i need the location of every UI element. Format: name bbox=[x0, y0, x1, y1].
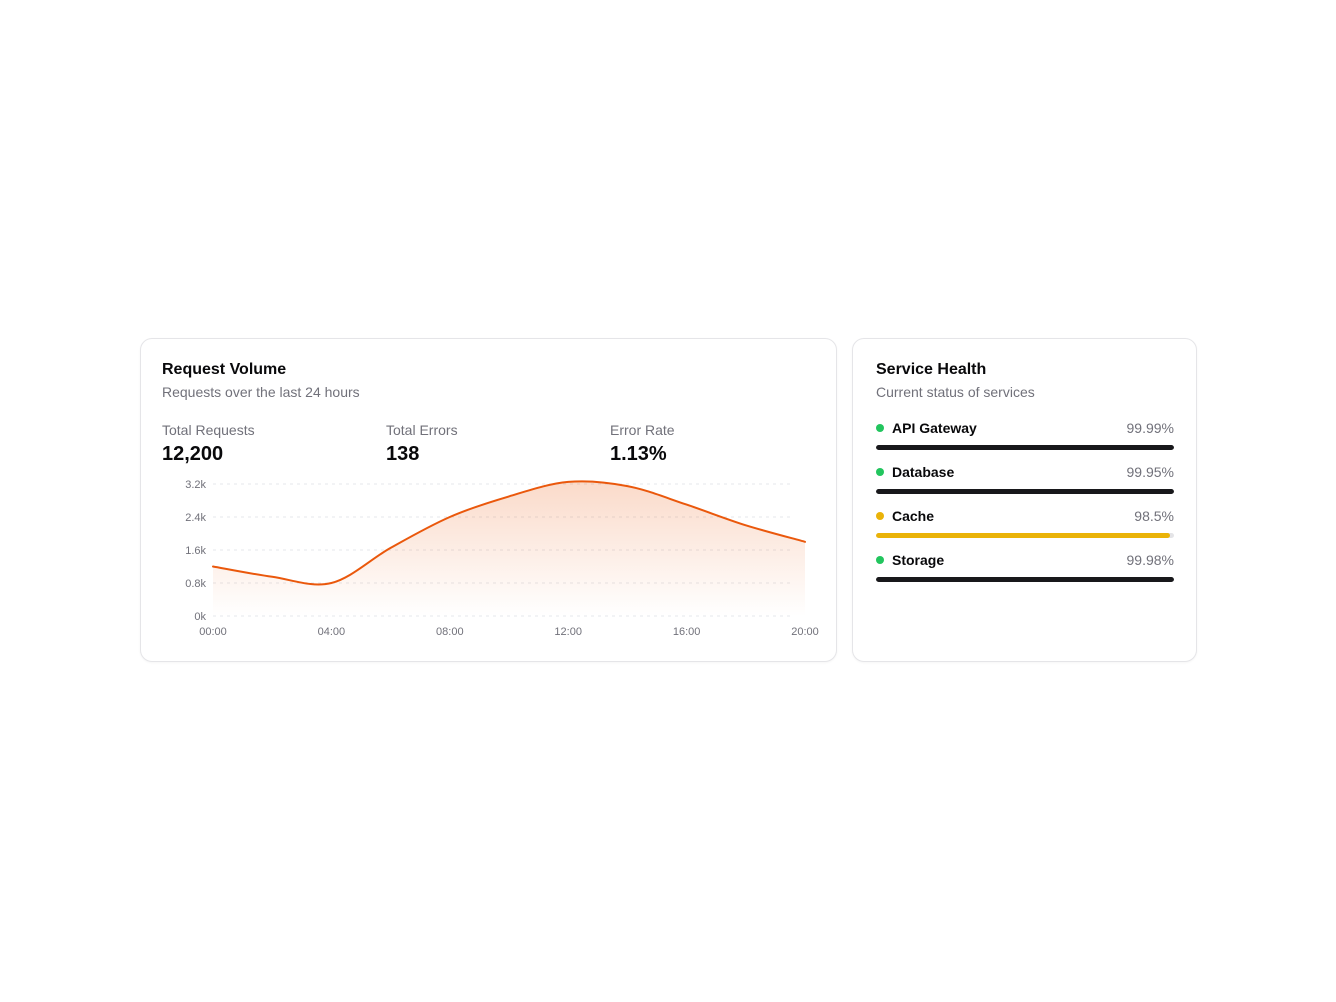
service-row-cache: Cache 98.5% bbox=[876, 506, 1174, 538]
status-dot-icon bbox=[876, 556, 884, 564]
uptime-bar-track bbox=[876, 489, 1174, 494]
stat-label: Total Errors bbox=[386, 422, 458, 438]
chart-line bbox=[212, 480, 806, 586]
x-axis-tick-label: 04:00 bbox=[318, 626, 346, 638]
stats-row: Total Requests 12,200 Total Errors 138 E… bbox=[162, 421, 818, 467]
uptime-bar-track bbox=[876, 533, 1174, 538]
card-title: Request Volume bbox=[162, 361, 287, 378]
x-axis-tick-label: 16:00 bbox=[673, 626, 701, 638]
y-axis-tick-label: 3.2k bbox=[185, 479, 206, 491]
uptime-bar-fill bbox=[876, 489, 1174, 494]
stat-value: 138 bbox=[386, 443, 420, 465]
stat-total-requests: Total Requests 12,200 bbox=[162, 421, 386, 467]
stat-error-rate: Error Rate 1.13% bbox=[610, 421, 818, 467]
service-uptime: 98.5% bbox=[1134, 508, 1174, 524]
service-label-row: API Gateway 99.99% bbox=[876, 418, 1174, 438]
stat-value: 1.13% bbox=[610, 443, 667, 465]
service-row-api-gateway: API Gateway 99.99% bbox=[876, 418, 1174, 450]
x-axis-tick-label: 08:00 bbox=[436, 626, 464, 638]
y-axis-tick-label: 0.8k bbox=[185, 578, 206, 590]
x-axis-tick-label: 20:00 bbox=[791, 626, 819, 638]
card-subtitle: Current status of services bbox=[876, 384, 1035, 400]
service-name: Storage bbox=[892, 552, 945, 568]
y-axis-tick-label: 2.4k bbox=[185, 512, 206, 524]
card-title: Service Health bbox=[876, 361, 987, 378]
stat-value: 12,200 bbox=[162, 443, 224, 465]
service-uptime: 99.95% bbox=[1126, 464, 1174, 480]
service-uptime: 99.98% bbox=[1126, 552, 1174, 568]
status-dot-icon bbox=[876, 468, 884, 476]
service-name: Cache bbox=[892, 508, 935, 524]
uptime-bar-fill bbox=[876, 445, 1174, 450]
service-label-row: Storage 99.98% bbox=[876, 550, 1174, 570]
service-health-card: Service Health Current status of service… bbox=[852, 338, 1197, 662]
y-axis-tick-label: 1.6k bbox=[185, 545, 206, 557]
service-label-row: Cache 98.5% bbox=[876, 506, 1174, 526]
service-row-database: Database 99.95% bbox=[876, 462, 1174, 494]
stat-label: Total Requests bbox=[162, 422, 255, 438]
request-volume-chart: 0k 0.8k 1.6k 2.4k 3.2k 00:00 04:00 08:00 12:00 16… bbox=[185, 479, 819, 638]
service-label-row: Database 99.95% bbox=[876, 462, 1174, 482]
request-volume-card: Request Volume Requests over the last 24… bbox=[140, 338, 837, 662]
uptime-bar-track bbox=[876, 577, 1174, 582]
y-axis-tick-label: 0k bbox=[194, 611, 206, 623]
service-name: Database bbox=[892, 464, 955, 480]
stat-total-errors: Total Errors 138 bbox=[386, 421, 610, 467]
chart-axis-labels: 0k 0.8k 1.6k 2.4k 3.2k 00:00 04:00 08:00 12:00 16… bbox=[185, 479, 819, 638]
status-dot-icon bbox=[876, 512, 884, 520]
uptime-bar-track bbox=[876, 445, 1174, 450]
stat-label: Error Rate bbox=[610, 422, 675, 438]
chart-series bbox=[212, 480, 806, 616]
x-axis-tick-label: 00:00 bbox=[199, 626, 227, 638]
chart-wrap: 0k 0.8k 1.6k 2.4k 3.2k 00:00 04:00 08:00 12:00 16… bbox=[162, 477, 819, 644]
card-subtitle: Requests over the last 24 hours bbox=[162, 384, 360, 400]
chart-area bbox=[213, 481, 805, 616]
x-axis-tick-label: 12:00 bbox=[554, 626, 582, 638]
service-row-storage: Storage 99.98% bbox=[876, 550, 1174, 582]
service-name: API Gateway bbox=[892, 420, 977, 436]
uptime-bar-fill bbox=[876, 577, 1174, 582]
service-uptime: 99.99% bbox=[1126, 420, 1174, 436]
status-dot-icon bbox=[876, 424, 884, 432]
service-list: API Gateway 99.99% Database 99.95% Cache… bbox=[876, 418, 1174, 582]
uptime-bar-fill bbox=[876, 533, 1170, 538]
